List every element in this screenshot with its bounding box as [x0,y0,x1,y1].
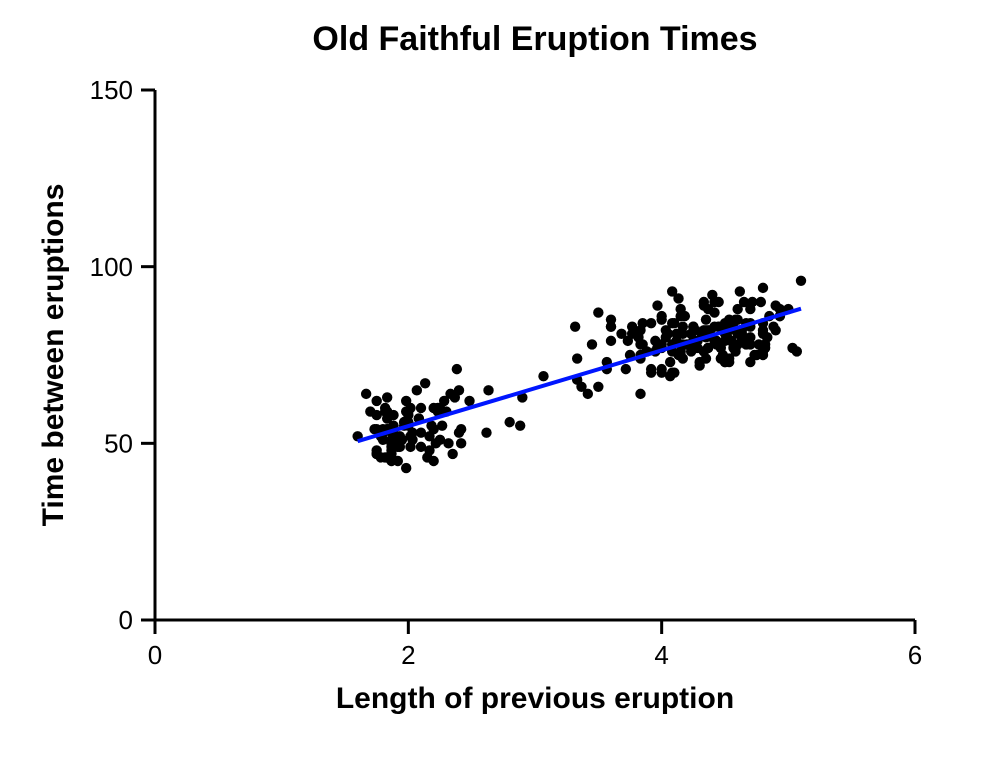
data-point [665,357,675,367]
data-point [431,438,441,448]
data-point [646,364,656,374]
data-point [709,297,719,307]
data-point [382,392,392,402]
data-point [770,325,780,335]
data-point [701,314,711,324]
data-point [623,336,633,346]
y-tick-label: 50 [104,428,133,458]
data-point [770,300,780,310]
data-point [673,293,683,303]
data-point [703,343,713,353]
data-point [445,389,455,399]
data-point [452,364,462,374]
data-point [407,435,417,445]
data-point [572,353,582,363]
data-point [675,304,685,314]
data-point [504,417,514,427]
scatter-chart: Old Faithful Eruption Times 0 2 4 6 0 50 100 150… [0,0,995,773]
data-point [583,389,593,399]
data-point [412,385,422,395]
data-point [587,339,597,349]
data-point [483,385,493,395]
data-point [481,428,491,438]
data-point [435,403,445,413]
data-point [652,300,662,310]
data-point [633,332,643,342]
data-point [739,297,749,307]
data-point [386,438,396,448]
data-point [371,396,381,406]
data-point [675,350,685,360]
data-point [456,424,466,434]
data-point [428,424,438,434]
data-point [726,336,736,346]
data-point [758,329,768,339]
x-axis-label: Length of previous eruption [336,682,734,715]
data-point [650,336,660,346]
data-point [464,396,474,406]
y-tick-label: 150 [90,75,133,105]
data-point [570,322,580,332]
data-point [635,389,645,399]
x-tick-label: 6 [908,640,922,670]
data-point [701,353,711,363]
data-point [716,353,726,363]
data-point [401,463,411,473]
x-tick-label: 4 [654,640,668,670]
data-point [361,389,371,399]
x-tick-label: 0 [148,640,162,670]
data-point [515,420,525,430]
data-point [688,322,698,332]
data-point [447,449,457,459]
data-point [667,367,677,377]
data-point [606,322,616,332]
x-tick-label: 2 [401,640,415,670]
data-point [656,314,666,324]
data-point [735,286,745,296]
data-point [593,382,603,392]
data-point [384,410,394,420]
data-point [593,307,603,317]
y-tick-label: 100 [90,252,133,282]
data-point [758,283,768,293]
data-point [751,350,761,360]
data-point [538,371,548,381]
data-point [724,318,734,328]
data-point [745,332,755,342]
data-point [422,452,432,462]
y-tick-label: 0 [119,605,133,635]
data-point [669,318,679,328]
data-point [380,452,390,462]
data-point [699,300,709,310]
data-point [754,339,764,349]
y-axis-label: Time between eruptions [37,184,70,527]
data-point [606,336,616,346]
data-point [787,343,797,353]
data-point [671,329,681,339]
data-point [416,442,426,452]
chart-title: Old Faithful Eruption Times [312,20,757,58]
data-point [420,378,430,388]
data-point [365,406,375,416]
data-point [416,403,426,413]
data-point [796,276,806,286]
data-point [456,438,466,448]
data-point [621,364,631,374]
data-point [709,307,719,317]
data-point [656,367,666,377]
